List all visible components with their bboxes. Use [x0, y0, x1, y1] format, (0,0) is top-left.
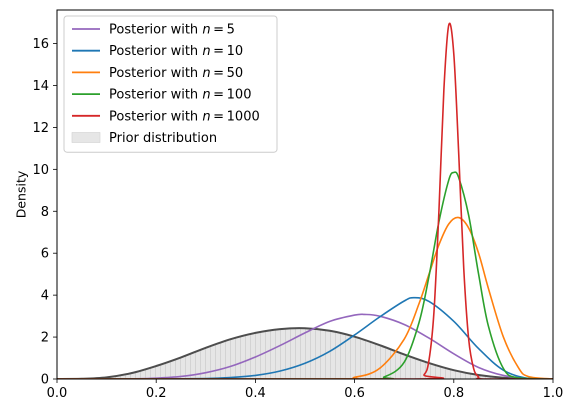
legend-item: Posterior with n = 1000	[72, 109, 260, 124]
prior-layer	[57, 327, 553, 379]
legend-swatch-prior	[71, 132, 101, 143]
y-tick-label: 0	[41, 373, 49, 388]
series-line-3	[57, 216, 553, 379]
series-line-1	[57, 313, 553, 379]
x-tick-label: 0.6	[344, 386, 365, 401]
plot-frame	[56, 9, 554, 380]
ticks-layer: 0.0 0.2 0.4 0.6 0.8 1.0 0 2 4 6 8 10 12 14 16	[32, 37, 563, 401]
y-tick-label: 8	[41, 205, 49, 220]
legend-label-4: Posterior with n = 100	[109, 88, 251, 103]
legend-item: Posterior with n = 50	[72, 66, 243, 81]
prior-distribution-line	[57, 327, 553, 379]
y-tick-label: 12	[32, 121, 49, 136]
x-tick-label: 0.0	[47, 386, 68, 401]
legend-label-5: Posterior with n = 1000	[109, 109, 260, 124]
x-tick-label: 1.0	[543, 386, 564, 401]
legend-item: Posterior with n = 100	[72, 88, 251, 103]
legend-item: Posterior with n = 5	[72, 23, 235, 38]
y-axis-label: Density	[14, 170, 29, 218]
legend-label-prior: Prior distribution	[109, 131, 217, 146]
y-tick-label: 14	[32, 79, 49, 94]
y-tick-label: 6	[41, 247, 49, 262]
legend: Posterior with n = 5 Posterior with n = 1…	[63, 15, 278, 153]
x-tick-label: 0.4	[245, 386, 266, 401]
legend-label-2: Posterior with n = 10	[109, 44, 243, 59]
prior-distribution-area	[57, 328, 553, 379]
y-tick-label: 10	[32, 163, 49, 178]
legend-label-1: Posterior with n = 5	[109, 23, 235, 38]
y-tick-label: 4	[41, 289, 49, 304]
series-line-2	[57, 296, 553, 379]
legend-item-prior: Prior distribution	[71, 131, 217, 146]
series-line-5	[57, 22, 553, 379]
legend-label-3: Posterior with n = 50	[109, 66, 243, 81]
x-tick-label: 0.2	[146, 386, 167, 401]
x-tick-label: 0.8	[443, 386, 464, 401]
legend-item: Posterior with n = 10	[72, 44, 243, 59]
y-tick-label: 2	[41, 331, 49, 346]
legend-box	[63, 15, 278, 153]
y-tick-label: 16	[32, 37, 49, 52]
